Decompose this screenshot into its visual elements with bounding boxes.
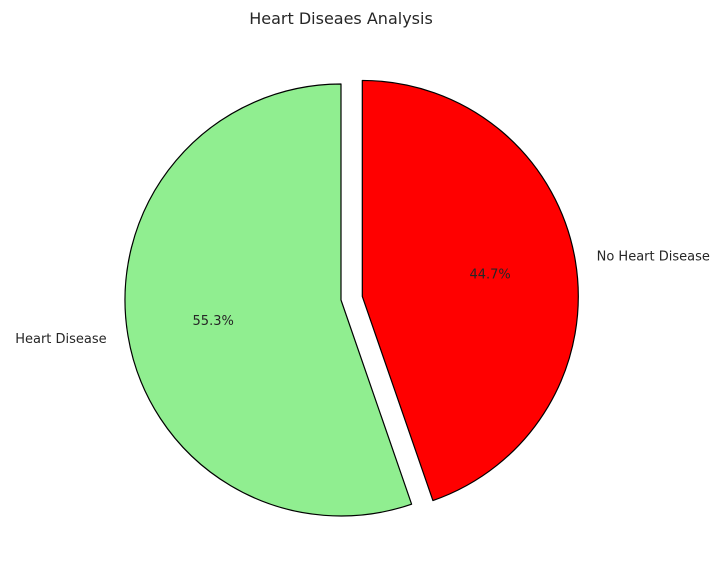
slice-label-no-heart-disease: No Heart Disease [597, 250, 710, 265]
pie-slice-heart-disease [124, 83, 413, 517]
pie-slices [124, 79, 579, 517]
pie-slice-no-heart-disease [361, 79, 579, 502]
chart-title: Heart Diseaes Analysis [249, 9, 433, 28]
pie-labels: Heart Disease 55.3% No Heart Disease 44.7% [15, 250, 710, 347]
slice-percent-no-heart-disease: 44.7% [469, 267, 510, 282]
slice-label-heart-disease: Heart Disease [15, 332, 106, 347]
slice-percent-heart-disease: 55.3% [193, 314, 234, 329]
